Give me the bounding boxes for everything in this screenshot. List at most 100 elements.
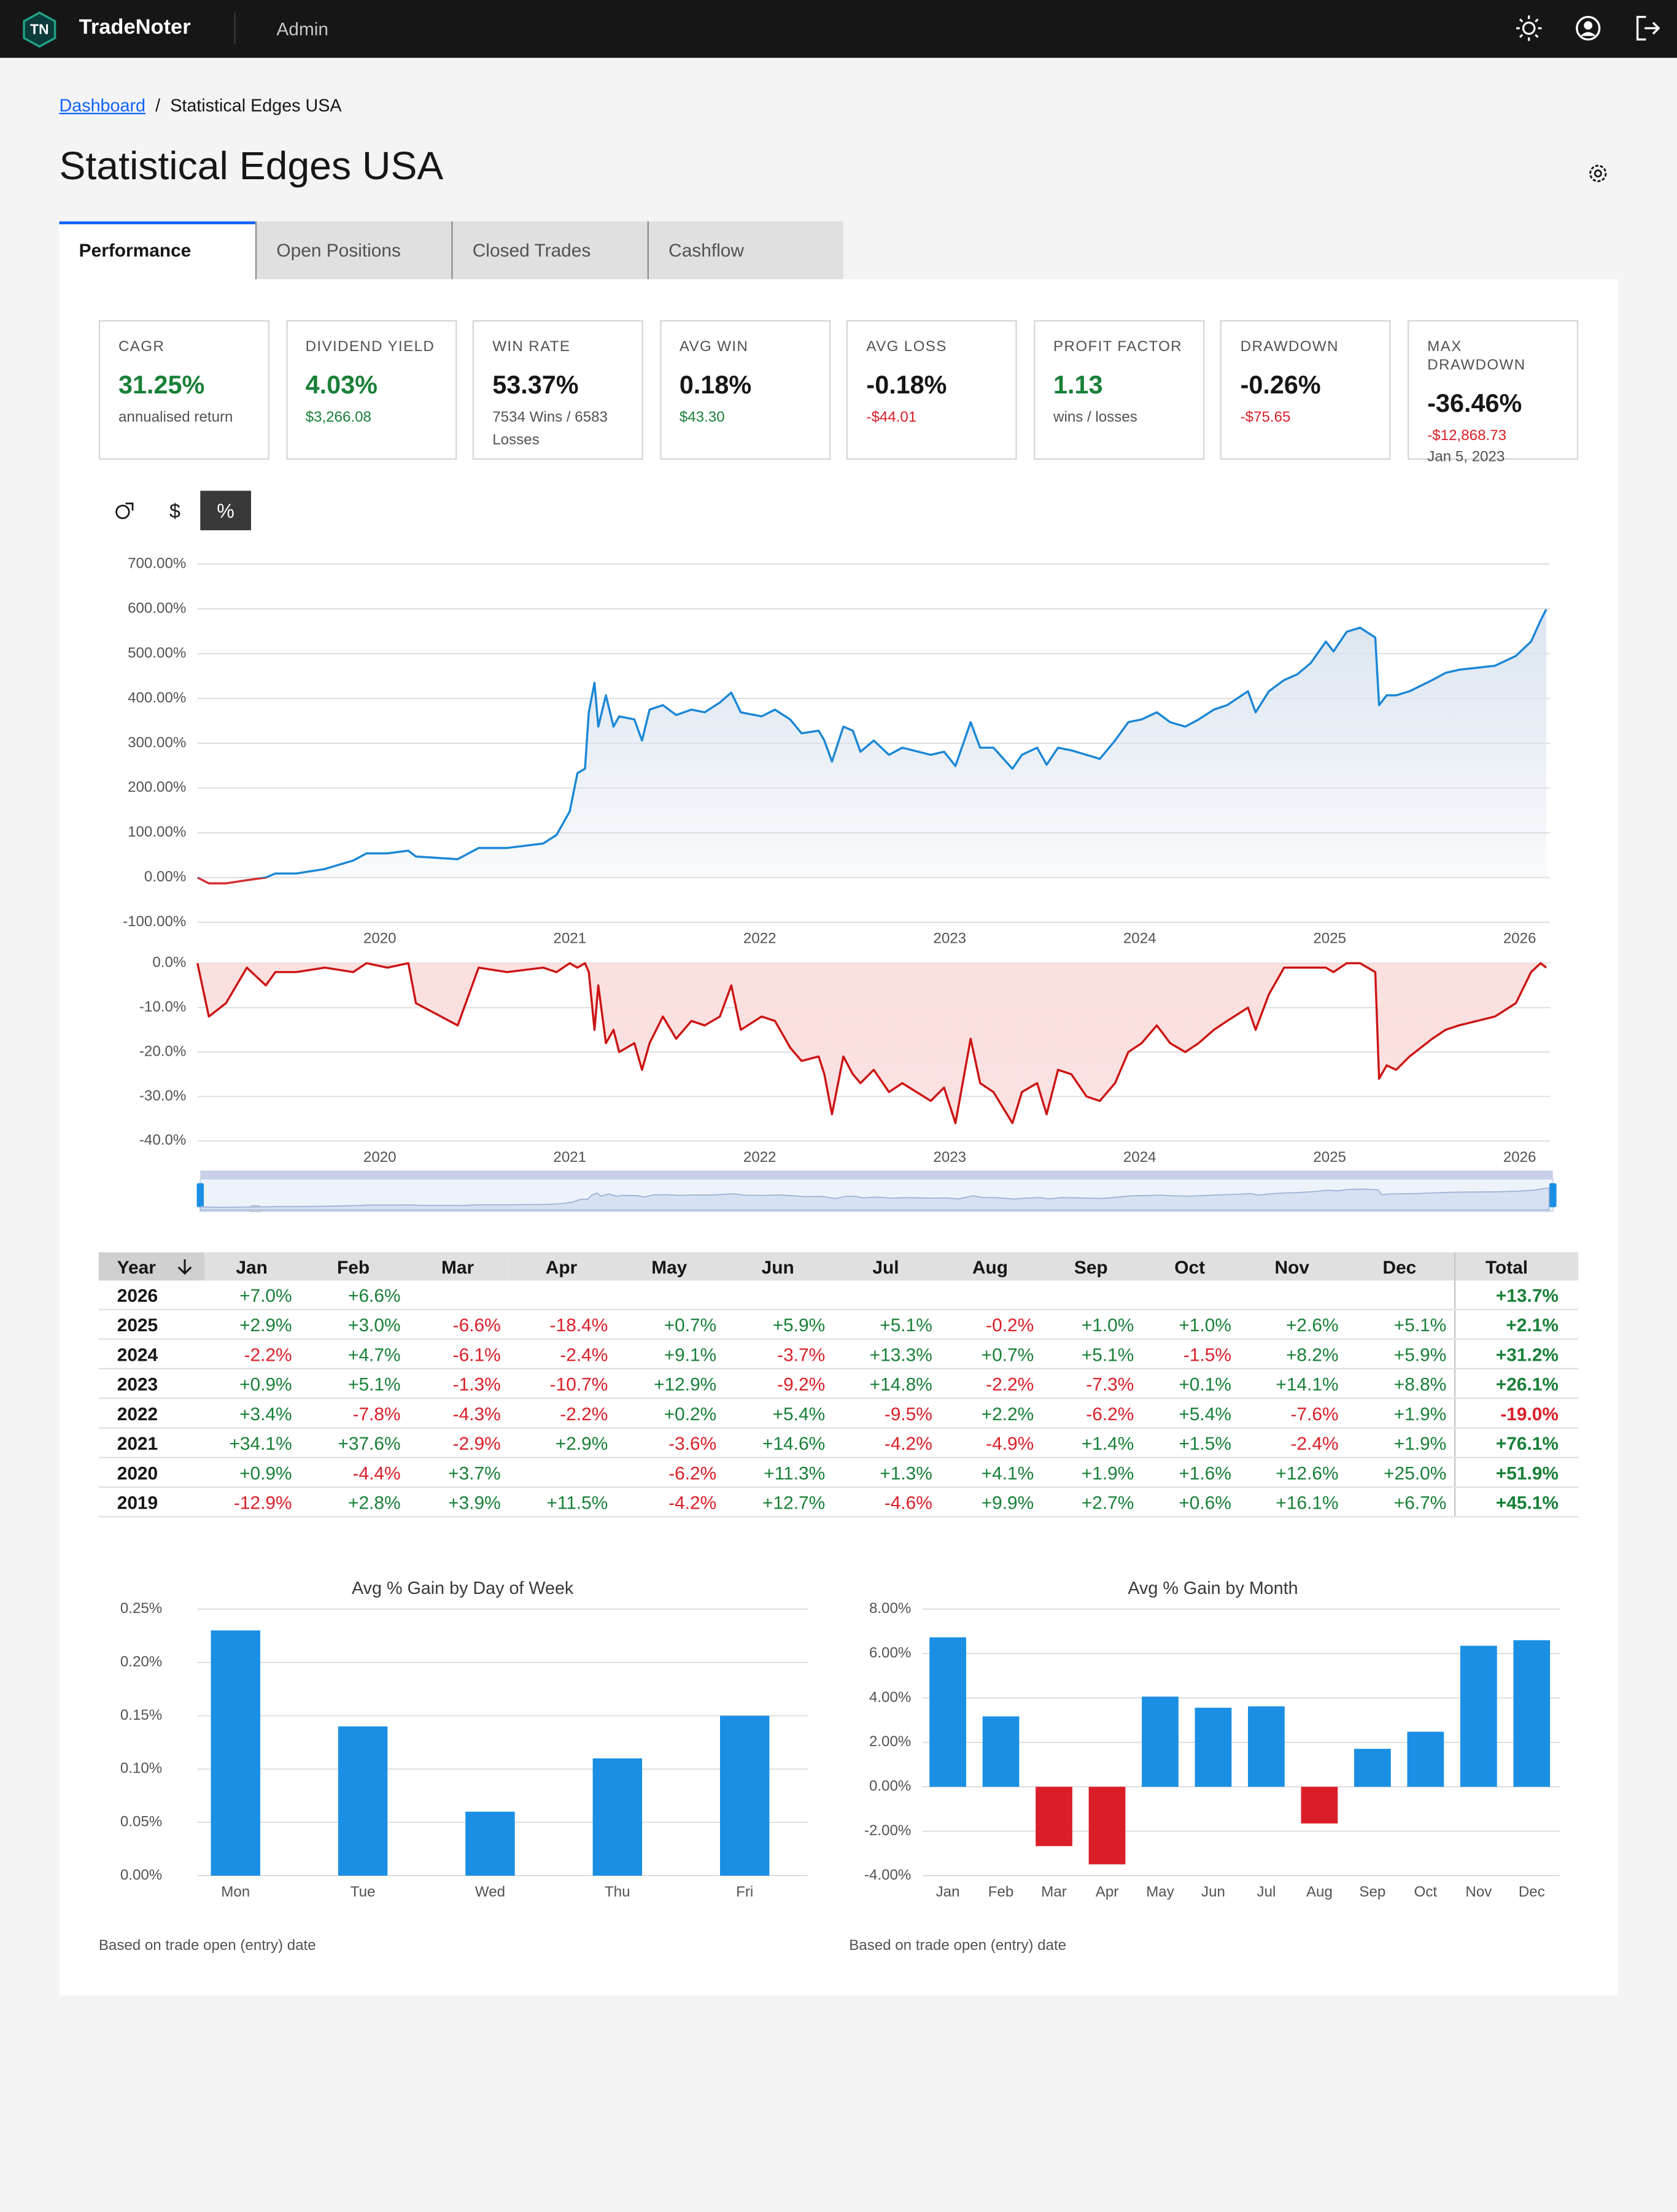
breadcrumb-link[interactable]: Dashboard — [59, 96, 146, 116]
bar — [929, 1637, 966, 1787]
y-tick-label: 0.15% — [120, 1707, 162, 1723]
month-cell: +0.9% — [204, 1368, 300, 1399]
navigator-handle[interactable] — [1549, 1183, 1557, 1207]
tab[interactable]: Open Positions — [255, 221, 452, 279]
chart-note: Based on trade open (entry) date — [99, 1937, 316, 1954]
stat-sub: -$44.01 — [866, 409, 917, 426]
tab[interactable]: Closed Trades — [451, 221, 648, 279]
month-cell: -4.6% — [832, 1487, 940, 1518]
y-tick-label: 600.00% — [128, 600, 186, 616]
tabs: Performance Open Positions Closed Trades Ca… — [59, 221, 844, 279]
total-cell: +31.2% — [1453, 1339, 1579, 1370]
y-tick-label: 0.25% — [120, 1600, 162, 1617]
y-tick-label: -30.0% — [139, 1088, 186, 1104]
month-cell — [508, 1457, 615, 1488]
bar — [338, 1726, 388, 1876]
settings-icon[interactable] — [1587, 162, 1609, 185]
app-name[interactable]: TradeNoter — [79, 15, 191, 40]
month-cell: -6.2% — [614, 1457, 724, 1488]
toggle-button[interactable]: % — [200, 490, 251, 530]
bar — [1513, 1640, 1551, 1787]
year-cell: 2022 — [98, 1398, 205, 1429]
stat-label: DIVIDEND YIELD — [305, 338, 435, 356]
column-header[interactable]: Jul — [832, 1252, 940, 1281]
x-tick-label: May — [1146, 1884, 1174, 1900]
y-tick-label: 200.00% — [128, 779, 186, 795]
column-header[interactable]: Sep — [1040, 1252, 1141, 1281]
y-tick-label: 0.00% — [120, 1866, 162, 1883]
month-cell: +11.3% — [723, 1457, 832, 1488]
bar — [1301, 1787, 1338, 1823]
navigator-scrollbar[interactable] — [200, 1170, 1553, 1179]
table-body: 2026 +7.0% +6.6% +13.7% 2025 +2.9% +3.0% -6.6% -… — [98, 1280, 1579, 1518]
logout-icon[interactable] — [1633, 14, 1662, 42]
column-header[interactable]: Apr — [508, 1252, 615, 1281]
stat-label: CAGR — [118, 338, 165, 356]
line — [196, 962, 1547, 1124]
x-tick-label: Sep — [1359, 1884, 1385, 1900]
month-cell: +4.7% — [299, 1339, 408, 1370]
x-tick-label: 2024 — [1123, 1149, 1156, 1166]
month-cell: +3.9% — [408, 1487, 508, 1518]
x-tick-label: Mar — [1041, 1884, 1067, 1900]
month-cell: +0.6% — [1141, 1487, 1239, 1518]
month-cell: +14.1% — [1238, 1368, 1346, 1399]
month-cell: -6.1% — [408, 1339, 508, 1370]
y-tick-label: 0.0% — [152, 954, 186, 971]
month-cell — [408, 1280, 508, 1310]
line — [196, 608, 1547, 884]
tab[interactable]: Performance — [59, 221, 255, 279]
month-cell — [832, 1280, 940, 1310]
theme-icon[interactable] — [1515, 14, 1543, 42]
user-icon[interactable] — [1574, 14, 1602, 42]
month-cell: -0.2% — [939, 1309, 1041, 1340]
column-header[interactable]: Year — [98, 1252, 205, 1281]
top-bar: TN TradeNoter Admin — [0, 0, 1677, 58]
column-header[interactable]: Mar — [408, 1252, 508, 1281]
toggle-icon-button[interactable] — [99, 491, 150, 530]
sort-icon[interactable] — [176, 1257, 195, 1274]
bar — [1036, 1787, 1072, 1846]
y-tick-label: -40.0% — [139, 1132, 186, 1148]
column-header[interactable]: Dec — [1346, 1252, 1454, 1281]
total-cell: +45.1% — [1453, 1487, 1579, 1518]
month-cell — [1346, 1280, 1454, 1310]
total-cell: +26.1% — [1453, 1368, 1579, 1399]
logo[interactable]: TN — [21, 11, 58, 48]
navigator-handle[interactable] — [196, 1183, 204, 1207]
column-header[interactable]: Total — [1453, 1252, 1579, 1281]
stat-label: AVG WIN — [679, 338, 749, 356]
tab[interactable]: Cashflow — [647, 221, 844, 279]
stat-sub: 7534 Wins / 6583 Losses — [492, 409, 608, 449]
x-tick-label: 2021 — [553, 1149, 586, 1166]
month-cell — [1040, 1280, 1141, 1310]
month-cell — [508, 1280, 615, 1310]
column-header[interactable]: May — [614, 1252, 724, 1281]
chart-note: Based on trade open (entry) date — [849, 1937, 1066, 1954]
column-header[interactable]: Jan — [204, 1252, 300, 1281]
y-tick-label: 4.00% — [869, 1689, 911, 1706]
stat-extra: Jan 5, 2023 — [1427, 448, 1505, 466]
month-cell: +2.6% — [1238, 1309, 1346, 1340]
column-header[interactable]: Jun — [723, 1252, 832, 1281]
column-header[interactable]: Nov — [1238, 1252, 1346, 1281]
month-cell: -6.6% — [408, 1309, 508, 1340]
column-header[interactable]: Feb — [299, 1252, 408, 1281]
month-cell: +0.2% — [614, 1398, 724, 1429]
month-cell: +0.7% — [614, 1309, 724, 1340]
column-header[interactable]: Oct — [1141, 1252, 1239, 1281]
month-cell: +5.4% — [723, 1398, 832, 1429]
stat-value: 0.18% — [679, 371, 752, 400]
toggle-button[interactable]: $ — [169, 499, 180, 522]
stat-sub: $3,266.08 — [305, 409, 371, 426]
stat-label: AVG LOSS — [866, 338, 947, 356]
month-cell: +3.7% — [408, 1457, 508, 1488]
x-tick-label: 2022 — [743, 1149, 777, 1166]
year-cell: 2019 — [98, 1487, 205, 1518]
stat-sub: annualised return — [118, 409, 233, 426]
x-tick-label: 2024 — [1123, 930, 1156, 947]
column-header[interactable]: Aug — [939, 1252, 1041, 1281]
month-cell: -7.3% — [1040, 1368, 1141, 1399]
month-cell: -4.3% — [408, 1398, 508, 1429]
